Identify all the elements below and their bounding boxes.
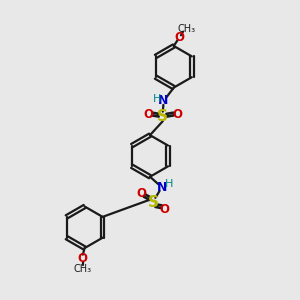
Text: H: H	[165, 179, 173, 189]
Text: S: S	[148, 195, 158, 210]
Text: CH₃: CH₃	[74, 265, 92, 275]
Text: O: O	[172, 107, 182, 121]
Text: CH₃: CH₃	[178, 24, 196, 34]
Text: N: N	[158, 94, 169, 107]
Text: O: O	[78, 252, 88, 265]
Text: H: H	[153, 94, 161, 104]
Text: N: N	[157, 181, 167, 194]
Text: O: O	[143, 107, 154, 121]
Text: O: O	[137, 187, 147, 200]
Text: O: O	[174, 31, 184, 44]
Text: O: O	[159, 202, 169, 216]
Text: S: S	[157, 109, 168, 124]
